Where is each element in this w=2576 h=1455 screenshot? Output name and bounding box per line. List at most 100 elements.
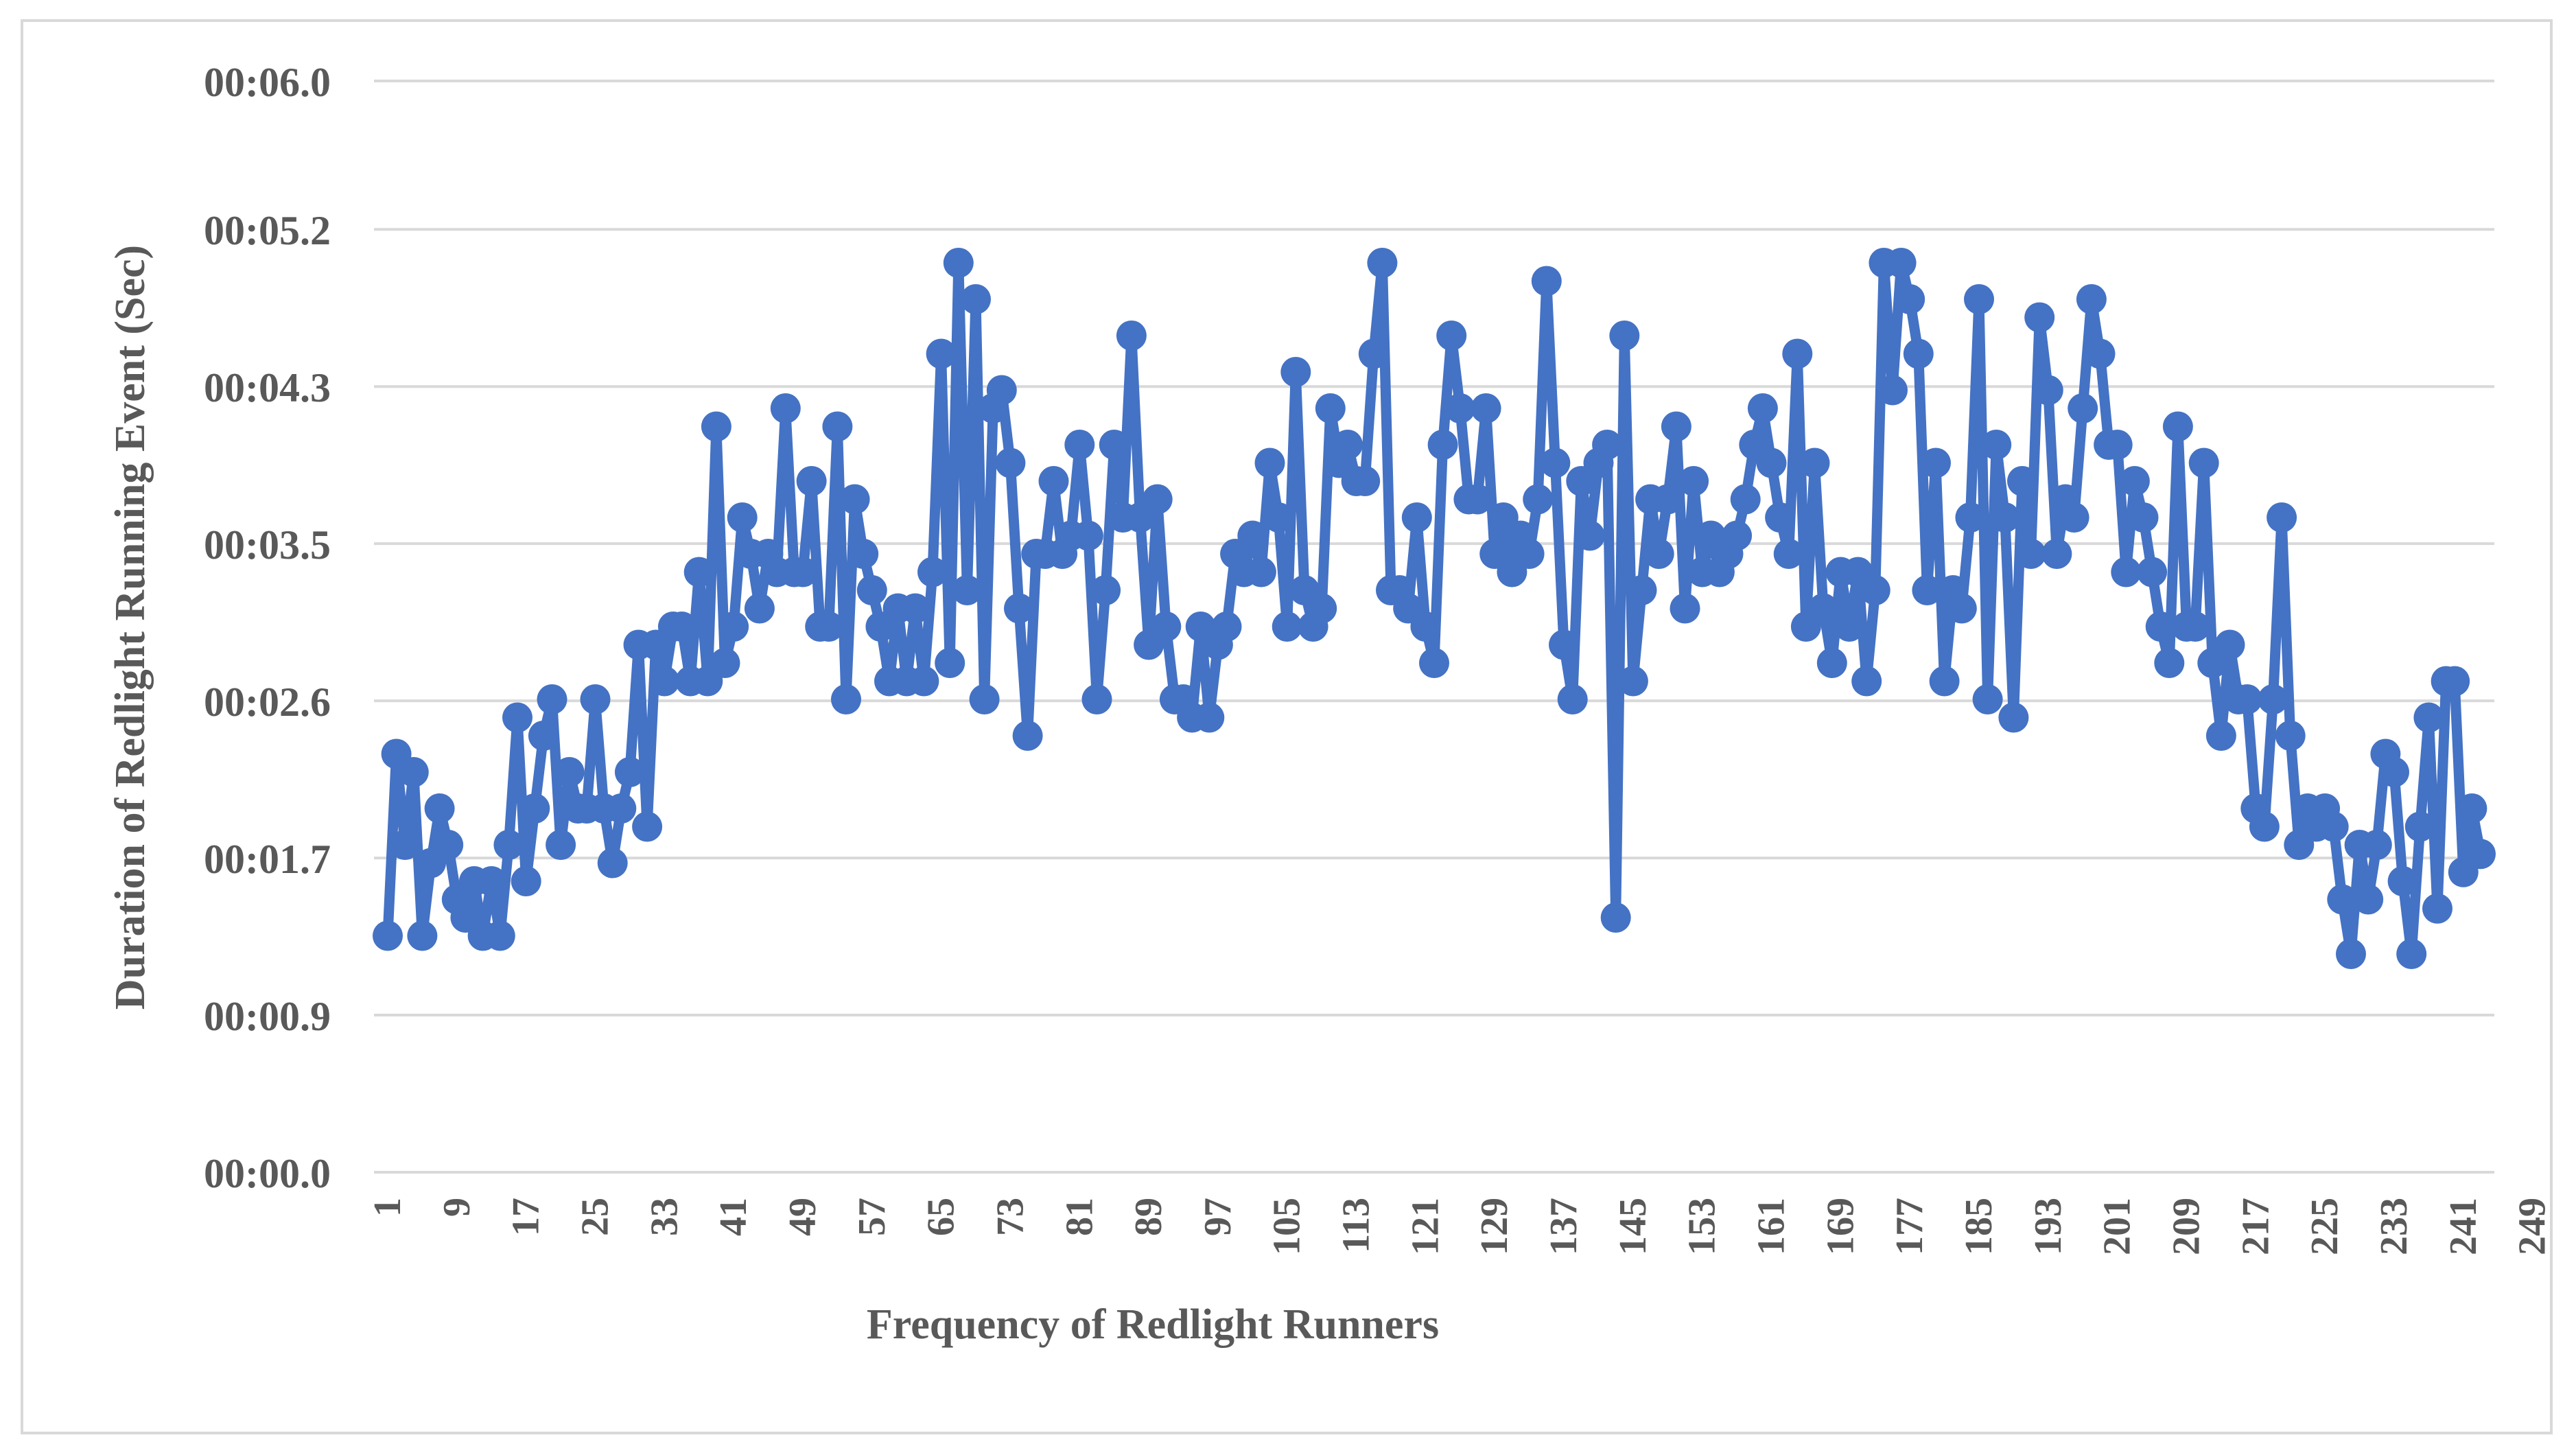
data-point [1194, 702, 1225, 733]
x-tick-label: 105 [1266, 1198, 1309, 1255]
data-point [1081, 684, 1112, 714]
x-tick-label: 233 [2373, 1198, 2415, 1255]
x-tick-label: 113 [1335, 1198, 1378, 1253]
data-point [1886, 248, 1917, 278]
data-point [2111, 557, 2142, 587]
data-point [2041, 539, 2072, 569]
y-tick-label: 00:03.5 [204, 522, 331, 568]
data-point [2353, 884, 2384, 915]
x-tick-label: 81 [1058, 1198, 1101, 1236]
data-point [1626, 575, 1657, 605]
x-tick-label: 209 [2165, 1198, 2208, 1255]
data-point [2162, 411, 2193, 442]
data-point [1921, 447, 1951, 478]
data-point [701, 411, 731, 442]
y-axis-tick-labels: 00:00.0 00:00.9 00:01.7 00:02.6 00:03.5 00:04… [204, 60, 331, 1196]
data-point [1410, 612, 1441, 642]
data-point [1903, 338, 1934, 369]
y-tick-label: 00:00.0 [204, 1151, 331, 1196]
data-point [2258, 684, 2288, 714]
data-point [546, 830, 576, 860]
data-point [935, 648, 965, 678]
data-point [606, 793, 637, 824]
data-point [2327, 884, 2358, 915]
x-tick-label: 9 [436, 1198, 478, 1217]
data-point [1116, 321, 1147, 351]
data-point [2068, 393, 2098, 423]
data-point [1427, 430, 1458, 460]
x-tick-label: 1 [366, 1198, 409, 1217]
data-point [1333, 430, 1363, 460]
data-point [1998, 702, 2029, 733]
data-point [666, 612, 697, 642]
chart-frame [21, 19, 2553, 1434]
data-point [519, 793, 550, 824]
x-tick-label: 217 [2234, 1198, 2277, 1255]
data-point [2154, 648, 2185, 678]
x-tick-label: 249 [2511, 1198, 2554, 1255]
data-point [1358, 338, 1389, 369]
x-tick-label: 161 [1750, 1198, 1793, 1255]
data-point [788, 557, 818, 587]
data-point [1765, 502, 1796, 533]
x-tick-label: 73 [989, 1198, 1031, 1236]
data-point [1834, 612, 1864, 642]
data-point [554, 757, 585, 787]
x-tick-label: 193 [2027, 1198, 2070, 1255]
data-point [2119, 466, 2150, 496]
data-point [2267, 502, 2297, 533]
data-point [995, 447, 1026, 478]
data-point [632, 811, 663, 842]
data-point [2145, 612, 2176, 642]
data-point [649, 666, 680, 697]
series-line [382, 257, 2486, 959]
data-point [1540, 447, 1571, 478]
data-point [2387, 866, 2418, 896]
data-point [1851, 666, 1882, 697]
data-point [1073, 520, 1103, 551]
data-point [2188, 447, 2219, 478]
data-point [2396, 939, 2427, 969]
data-point [1245, 557, 1276, 587]
data-point [1272, 612, 1302, 642]
x-tick-label: 41 [712, 1198, 755, 1236]
data-point [2404, 811, 2435, 842]
data-point [683, 557, 714, 587]
x-tick-label: 241 [2442, 1198, 2485, 1255]
data-point [2466, 839, 2496, 870]
data-point [1523, 484, 1554, 515]
data-point [1661, 411, 1691, 442]
data-point [1989, 502, 2020, 533]
data-point [1263, 502, 1294, 533]
x-tick-label: 169 [1819, 1198, 1862, 1255]
data-point [1315, 393, 1346, 423]
data-point [1142, 484, 1173, 515]
data-point [770, 393, 801, 423]
data-point [1254, 447, 1285, 478]
data-point [1444, 393, 1475, 423]
data-point [2033, 375, 2063, 406]
data-point [1895, 284, 1925, 314]
data-point [969, 684, 1000, 714]
data-point [2024, 302, 2055, 333]
data-point [2457, 793, 2487, 824]
data-point [1099, 430, 1129, 460]
data-point [926, 338, 957, 369]
data-point [1617, 666, 1648, 697]
data-series [373, 248, 2496, 969]
data-point [986, 375, 1017, 406]
data-point [2085, 338, 2116, 369]
data-point [1946, 593, 1977, 624]
y-tick-label: 00:04.3 [204, 365, 331, 410]
data-point [1237, 520, 1268, 551]
data-point [909, 666, 939, 697]
data-point [1972, 684, 2003, 714]
x-tick-label: 33 [643, 1198, 686, 1236]
data-point [433, 830, 464, 860]
data-point [796, 466, 827, 496]
data-point [961, 284, 991, 314]
data-point [1307, 593, 1337, 624]
data-point [1981, 430, 2012, 460]
data-point [528, 721, 559, 751]
data-point [1367, 248, 1398, 278]
